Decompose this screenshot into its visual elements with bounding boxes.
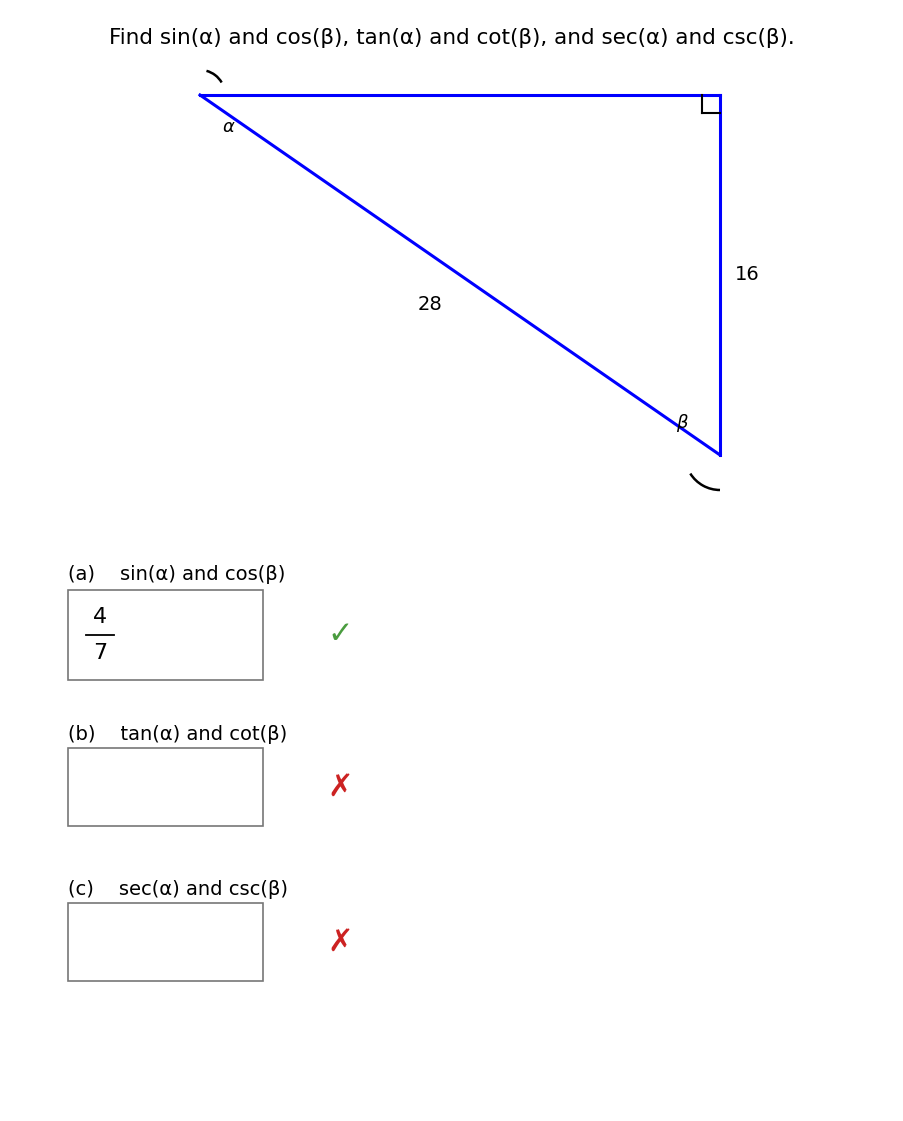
Text: (b)    tan(α) and cot(β): (b) tan(α) and cot(β)	[68, 725, 287, 744]
Text: 7: 7	[93, 643, 107, 663]
Bar	[68, 748, 263, 826]
Text: 16: 16	[734, 266, 759, 285]
Text: ✗: ✗	[327, 772, 352, 802]
Text: 4: 4	[93, 606, 107, 627]
Text: Find sin(α) and cos(β), tan(α) and cot(β), and sec(α) and csc(β).: Find sin(α) and cos(β), tan(α) and cot(β…	[109, 28, 794, 48]
Text: (c)    sec(α) and csc(β): (c) sec(α) and csc(β)	[68, 880, 288, 899]
Text: β: β	[675, 414, 687, 432]
Bar	[68, 904, 263, 981]
Text: α: α	[222, 118, 234, 136]
Text: ✓: ✓	[327, 621, 352, 649]
Text: (a)    sin(α) and cos(β): (a) sin(α) and cos(β)	[68, 565, 285, 584]
Text: 28: 28	[417, 296, 442, 315]
Bar	[68, 590, 263, 680]
Text: ✗: ✗	[327, 927, 352, 956]
